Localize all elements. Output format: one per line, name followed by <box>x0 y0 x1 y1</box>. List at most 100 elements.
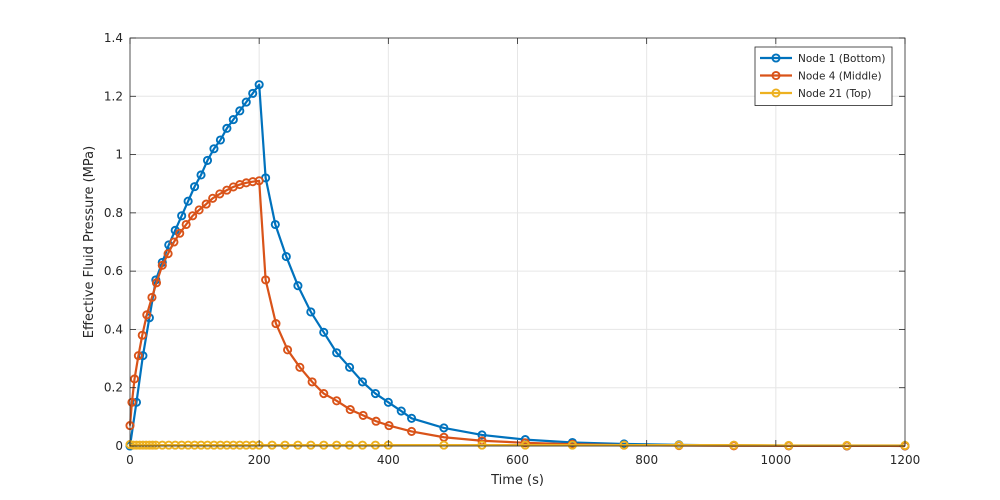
data-point <box>520 440 530 450</box>
x-axis-ticks: 0 200 400 600 800 1000 1200 <box>126 38 920 467</box>
data-point <box>142 310 152 320</box>
x-tick-label: 400 <box>377 453 400 467</box>
plot-area: 0 200 400 600 800 1000 1200 0 0.2 0.4 0.6 0.8 1 1.2 1… <box>104 31 920 467</box>
data-point <box>215 135 225 145</box>
data-point <box>319 388 329 399</box>
data-point <box>345 405 355 415</box>
data-point <box>190 182 200 192</box>
data-point <box>133 351 143 361</box>
x-tick-label: 1000 <box>761 453 792 467</box>
data-point <box>306 440 316 450</box>
data-point <box>370 440 380 450</box>
data-point <box>332 440 342 450</box>
x-tick-label: 800 <box>635 453 658 467</box>
data-point <box>208 193 218 203</box>
data-point <box>383 397 393 407</box>
data-point <box>357 440 368 450</box>
data-point <box>181 219 191 230</box>
legend-items: Node 1 (Bottom) Node 4 (Middle) Node 21 (T… <box>760 53 885 100</box>
data-point <box>319 327 329 337</box>
data-point <box>371 416 381 426</box>
legend-item[interactable]: Node 21 (Top) <box>760 88 871 100</box>
data-point <box>345 362 355 372</box>
data-point <box>188 211 198 221</box>
data-point <box>293 440 303 450</box>
legend-marker-icon <box>771 53 781 63</box>
data-point <box>177 211 187 221</box>
data-point <box>477 440 487 450</box>
data-point <box>222 123 232 133</box>
data-point <box>148 440 158 450</box>
data-point <box>127 397 137 407</box>
series-line <box>128 83 906 448</box>
y-axis-label: Effective Fluid Pressure (MPa) <box>82 146 97 338</box>
y-tick-label: 0.4 <box>104 322 123 336</box>
data-point <box>358 410 368 420</box>
y-tick-label: 0 <box>115 439 123 453</box>
data-point <box>194 205 204 215</box>
data-point <box>215 189 225 199</box>
data-point <box>254 176 264 186</box>
data-point <box>306 307 316 317</box>
data-point <box>267 440 277 450</box>
legend-marker-icon <box>771 70 781 81</box>
y-tick-label: 0.8 <box>104 206 123 220</box>
data-point <box>196 170 206 180</box>
grid-lines <box>130 38 905 446</box>
data-point <box>370 388 380 399</box>
data-point <box>254 80 264 90</box>
data-point <box>784 440 794 450</box>
data-point <box>175 228 185 238</box>
data-point <box>396 406 406 416</box>
data-point <box>293 281 303 291</box>
y-tick-label: 1.4 <box>104 31 123 45</box>
data-point <box>345 440 355 450</box>
y-tick-label: 1 <box>115 148 123 162</box>
data-point <box>202 155 213 165</box>
data-point <box>332 396 342 406</box>
legend-item[interactable]: Node 4 (Middle) <box>760 71 882 83</box>
data-point <box>439 423 449 433</box>
x-axis-label: Time (s) <box>490 473 544 488</box>
data-point <box>332 348 342 358</box>
data-point <box>729 440 739 450</box>
data-point <box>567 440 577 450</box>
data-point <box>209 144 219 154</box>
data-point <box>137 330 147 340</box>
y-tick-label: 0.6 <box>104 264 123 278</box>
data-point <box>295 362 305 372</box>
data-point <box>384 421 394 431</box>
data-point <box>842 440 852 450</box>
legend-item[interactable]: Node 1 (Bottom) <box>760 53 885 65</box>
data-point <box>147 292 157 302</box>
data-point <box>183 196 193 206</box>
legend-label: Node 1 (Bottom) <box>798 53 885 65</box>
data-point <box>241 97 251 107</box>
data-point <box>235 106 245 116</box>
data-point <box>248 88 258 98</box>
data-point <box>271 319 281 329</box>
data-point <box>163 249 173 259</box>
data-point <box>261 275 271 285</box>
data-point <box>228 115 238 125</box>
legend[interactable]: Node 1 (Bottom) Node 4 (Middle) Node 21 (T… <box>754 46 893 106</box>
data-point <box>129 374 140 384</box>
data-point <box>619 440 629 450</box>
legend-label: Node 21 (Top) <box>798 88 871 100</box>
data-point <box>407 426 417 436</box>
data-point <box>281 252 291 262</box>
data-point <box>307 377 317 387</box>
data-point <box>280 440 290 450</box>
x-tick-label: 600 <box>506 453 529 467</box>
data-point <box>270 219 280 230</box>
data-point <box>201 199 211 209</box>
x-tick-label: 0 <box>126 453 134 467</box>
data-point <box>674 440 684 450</box>
x-tick-label: 200 <box>248 453 271 467</box>
data-point <box>357 377 368 387</box>
x-tick-label: 1200 <box>890 453 921 467</box>
y-axis-ticks: 0 0.2 0.4 0.6 0.8 1 1.2 1.4 <box>104 31 905 453</box>
data-point <box>169 237 179 247</box>
data-point <box>439 440 449 450</box>
